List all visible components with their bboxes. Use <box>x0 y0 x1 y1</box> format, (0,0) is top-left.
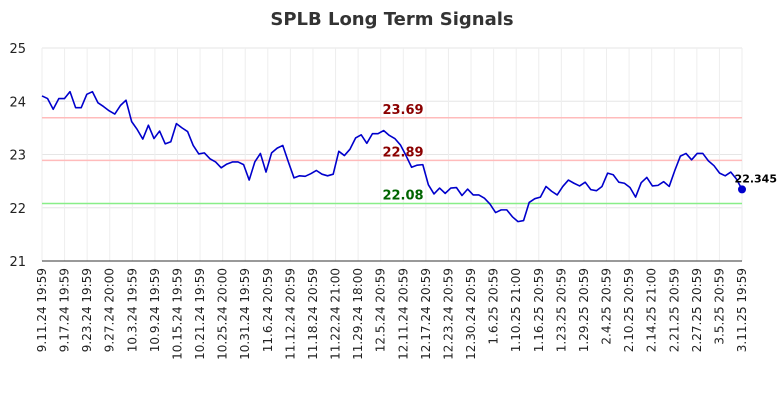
x-tick-label: 1.23.25 20:59 <box>554 268 568 352</box>
y-tick-label: 23 <box>9 149 26 164</box>
x-tick-label: 11.18.24 20:59 <box>306 268 320 360</box>
series-layer <box>41 90 746 223</box>
x-tick-label: 10.9.24 19:59 <box>148 268 162 352</box>
x-tick-label: 11.22.24 21:00 <box>329 268 343 360</box>
x-tick-label: 12.23.24 20:59 <box>441 268 455 360</box>
reference-lines <box>42 117 742 205</box>
x-tick-label: 10.31.24 19:59 <box>238 268 252 360</box>
reference-line-label: 22.08 <box>382 188 423 203</box>
x-tick-label: 2.27.25 20:59 <box>690 268 704 352</box>
x-tick-label: 9.17.24 19:59 <box>58 268 72 352</box>
x-tick-label: 1.16.25 20:59 <box>532 268 546 352</box>
y-tick-label: 25 <box>9 42 26 57</box>
x-tick-label: 9.27.24 20:00 <box>103 268 117 352</box>
x-tick-label: 12.17.24 20:59 <box>419 268 433 360</box>
labels: 23.69 22.89 22.08 22.345 <box>382 103 777 204</box>
x-tick-label: 12.11.24 20:59 <box>396 268 410 360</box>
x-tick-label: 2.14.25 21:00 <box>645 268 659 352</box>
x-tick-label: 11.29.24 18:00 <box>351 268 365 360</box>
x-tick-label: 12.30.24 20:59 <box>464 268 478 360</box>
reference-line-label: 22.89 <box>382 145 423 160</box>
x-tick-label: 3.11.25 19:59 <box>735 268 749 352</box>
x-tick-label: 10.15.24 19:59 <box>170 268 184 360</box>
x-tick-label: 1.6.25 20:59 <box>487 268 501 345</box>
x-tick-label: 10.21.24 19:59 <box>193 268 207 360</box>
x-tick-label: 10.25.24 20:00 <box>216 268 230 360</box>
x-tick-label: 1.10.25 21:00 <box>509 268 523 352</box>
last-point-marker <box>738 185 746 194</box>
x-tick-label: 3.5.25 20:59 <box>712 268 726 345</box>
x-tick-label: 1.29.25 20:59 <box>577 268 591 352</box>
x-tick-label: 11.12.24 20:59 <box>283 268 297 360</box>
x-tick-label: 9.23.24 19:59 <box>80 268 94 352</box>
x-tick-label: 12.5.24 20:59 <box>374 268 388 352</box>
chart-title: SPLB Long Term Signals <box>270 9 513 30</box>
x-tick-label: 2.4.25 20:59 <box>600 268 614 345</box>
last-value-label: 22.345 <box>735 172 777 185</box>
x-tick-label: 10.3.24 19:59 <box>125 268 139 352</box>
y-tick-label: 21 <box>9 255 26 270</box>
x-tick-label: 11.6.24 20:59 <box>261 268 275 352</box>
y-tick-label: 22 <box>9 202 26 217</box>
x-tick-label: 9.11.24 19:59 <box>35 268 49 352</box>
series-line <box>41 90 743 223</box>
axes: 21 22 23 24 25 9.11.24 19:59 9.17.24 19:59 9.23… <box>9 42 749 360</box>
x-tick-label: 2.21.25 20:59 <box>667 268 681 352</box>
y-tick-label: 24 <box>9 95 26 110</box>
x-tick-label: 2.10.25 20:59 <box>622 268 636 352</box>
reference-line-label: 23.69 <box>382 103 423 118</box>
